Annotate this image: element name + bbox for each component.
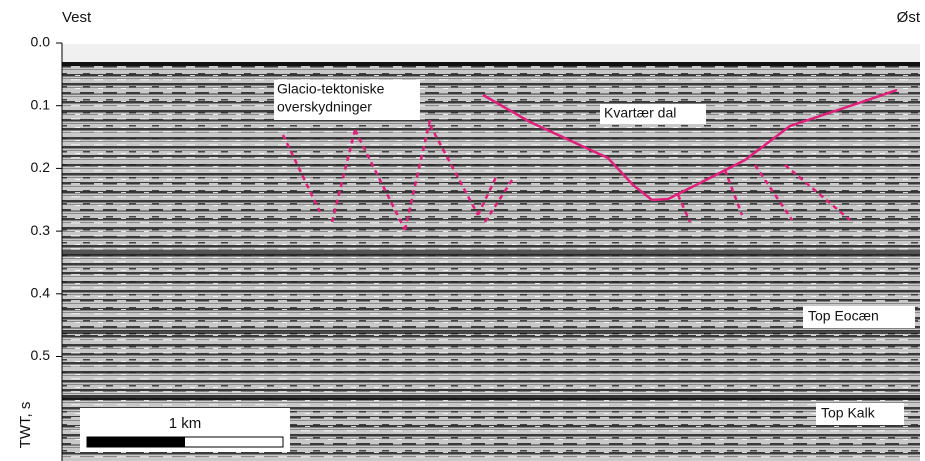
figure: 0.0 0.1 0.2 0.3 0.4 0.5 Vest Øst TWT, s Glaci… (0, 0, 925, 461)
tick-label: 0.5 (31, 347, 51, 363)
seismic-section (62, 44, 920, 461)
scale-label: 1 km (169, 415, 202, 432)
east-label: Øst (897, 9, 921, 26)
scale-bar: 1 km (80, 408, 290, 452)
axis-title: TWT, s (17, 402, 34, 449)
annotation: overskydninger (277, 99, 372, 115)
tick-label: 0.4 (31, 285, 51, 301)
tick-label: 0.1 (31, 96, 51, 112)
annotation: Kvartær dal (604, 105, 676, 121)
tick-label: 0.2 (31, 159, 51, 175)
y-axis: 0.0 0.1 0.2 0.3 0.4 0.5 (31, 34, 62, 461)
annotation: Top Eocæn (808, 308, 879, 324)
annotation: Top Kalk (821, 405, 876, 421)
tick-label: 0.3 (31, 222, 51, 238)
annotation: Glacio-tektoniske (277, 81, 385, 97)
tick-label: 0.0 (31, 34, 51, 50)
west-label: Vest (62, 9, 92, 26)
